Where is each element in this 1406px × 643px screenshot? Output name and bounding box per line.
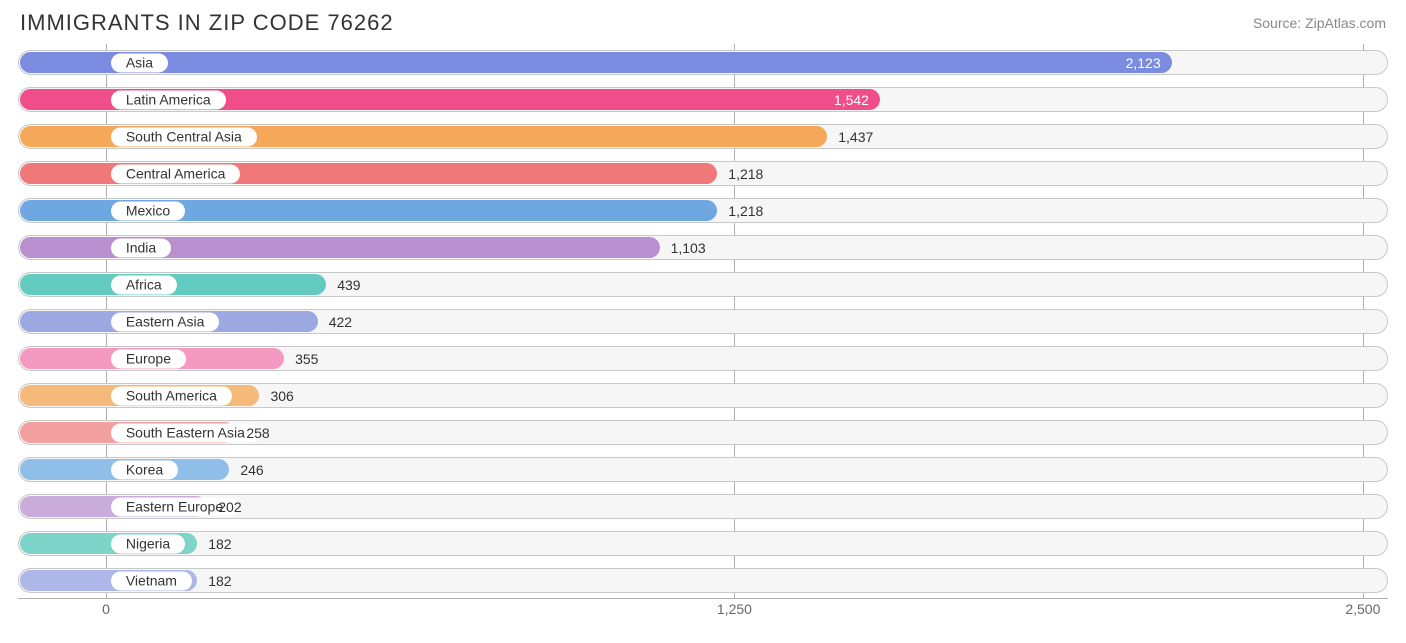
bar-track: Africa 439 (18, 272, 1388, 297)
x-axis-tick: 1,250 (717, 601, 752, 617)
bar-row: Europe 355 (18, 340, 1388, 377)
chart-area: Asia 2,123 Latin America 1,542 South Central… (0, 44, 1406, 623)
bar-row: South Central Asia 1,437 (18, 118, 1388, 155)
x-axis: 0 1,250 2,500 (18, 599, 1388, 623)
bar-track: Nigeria 182 (18, 531, 1388, 556)
bar-row: South Eastern Asia258 (18, 414, 1388, 451)
bar-category-label: Latin America (111, 90, 226, 109)
bar-row: Central America 1,218 (18, 155, 1388, 192)
bar-track: Asia 2,123 (18, 50, 1388, 75)
bar-track: India 1,103 (18, 235, 1388, 260)
bar-row: Nigeria 182 (18, 525, 1388, 562)
bar-track: South America 306 (18, 383, 1388, 408)
bar-category-label: Asia (111, 53, 168, 72)
bar-track: Latin America 1,542 (18, 87, 1388, 112)
bar-value-label: 306 (270, 388, 293, 404)
bar-category-label: Korea (111, 460, 178, 479)
bar-value-label: 439 (337, 277, 360, 293)
bar-row: Vietnam 182 (18, 562, 1388, 599)
bar-fill (20, 52, 1172, 73)
bar-value-label: 1,437 (838, 129, 873, 145)
bar-value-label: 1,218 (728, 166, 763, 182)
bar-track: Korea 246 (18, 457, 1388, 482)
chart-header: IMMIGRANTS IN ZIP CODE 76262 Source: Zip… (0, 0, 1406, 44)
bar-category-label: Africa (111, 275, 177, 294)
bar-category-label: Mexico (111, 201, 185, 220)
bar-track: Mexico 1,218 (18, 198, 1388, 223)
bar-track: Europe 355 (18, 346, 1388, 371)
bar-row: Mexico 1,218 (18, 192, 1388, 229)
bar-track: Central America 1,218 (18, 161, 1388, 186)
bar-category-label: South America (111, 386, 232, 405)
bar-value-label: 2,123 (1126, 55, 1161, 71)
bar-row: Asia 2,123 (18, 44, 1388, 81)
bar-track: Eastern Europe202 (18, 494, 1388, 519)
bar-value-label: 202 (218, 499, 241, 515)
bar-category-label: Nigeria (111, 534, 185, 553)
bar-category-label: India (111, 238, 171, 257)
bar-value-label: 355 (295, 351, 318, 367)
bar-value-label: 258 (246, 425, 269, 441)
bar-row: Korea 246 (18, 451, 1388, 488)
bar-value-label: 182 (208, 536, 231, 552)
bar-row: Latin America 1,542 (18, 81, 1388, 118)
bar-category-label: Central America (111, 164, 241, 183)
chart-plot: Asia 2,123 Latin America 1,542 South Central… (18, 44, 1388, 599)
bar-category-label: Europe (111, 349, 186, 368)
x-axis-tick: 2,500 (1345, 601, 1380, 617)
bar-row: Eastern Europe202 (18, 488, 1388, 525)
bar-value-label: 1,103 (671, 240, 706, 256)
bar-category-label: South Central Asia (111, 127, 257, 146)
bar-category-label: Eastern Asia (111, 312, 220, 331)
bar-row: South America 306 (18, 377, 1388, 414)
bar-category-label: Vietnam (111, 571, 192, 590)
bar-track: Vietnam 182 (18, 568, 1388, 593)
chart-source: Source: ZipAtlas.com (1253, 15, 1386, 31)
bar-row: Africa 439 (18, 266, 1388, 303)
bar-value-label: 246 (240, 462, 263, 478)
bar-category-label: South Eastern Asia (111, 423, 260, 442)
bar-track: Eastern Asia 422 (18, 309, 1388, 334)
x-axis-tick: 0 (102, 601, 110, 617)
bar-track: South Central Asia 1,437 (18, 124, 1388, 149)
bar-value-label: 1,542 (834, 92, 869, 108)
bar-row: India 1,103 (18, 229, 1388, 266)
bar-track: South Eastern Asia258 (18, 420, 1388, 445)
bar-value-label: 1,218 (728, 203, 763, 219)
bar-value-label: 182 (208, 573, 231, 589)
bar-row: Eastern Asia 422 (18, 303, 1388, 340)
chart-title: IMMIGRANTS IN ZIP CODE 76262 (20, 10, 394, 36)
bar-value-label: 422 (329, 314, 352, 330)
